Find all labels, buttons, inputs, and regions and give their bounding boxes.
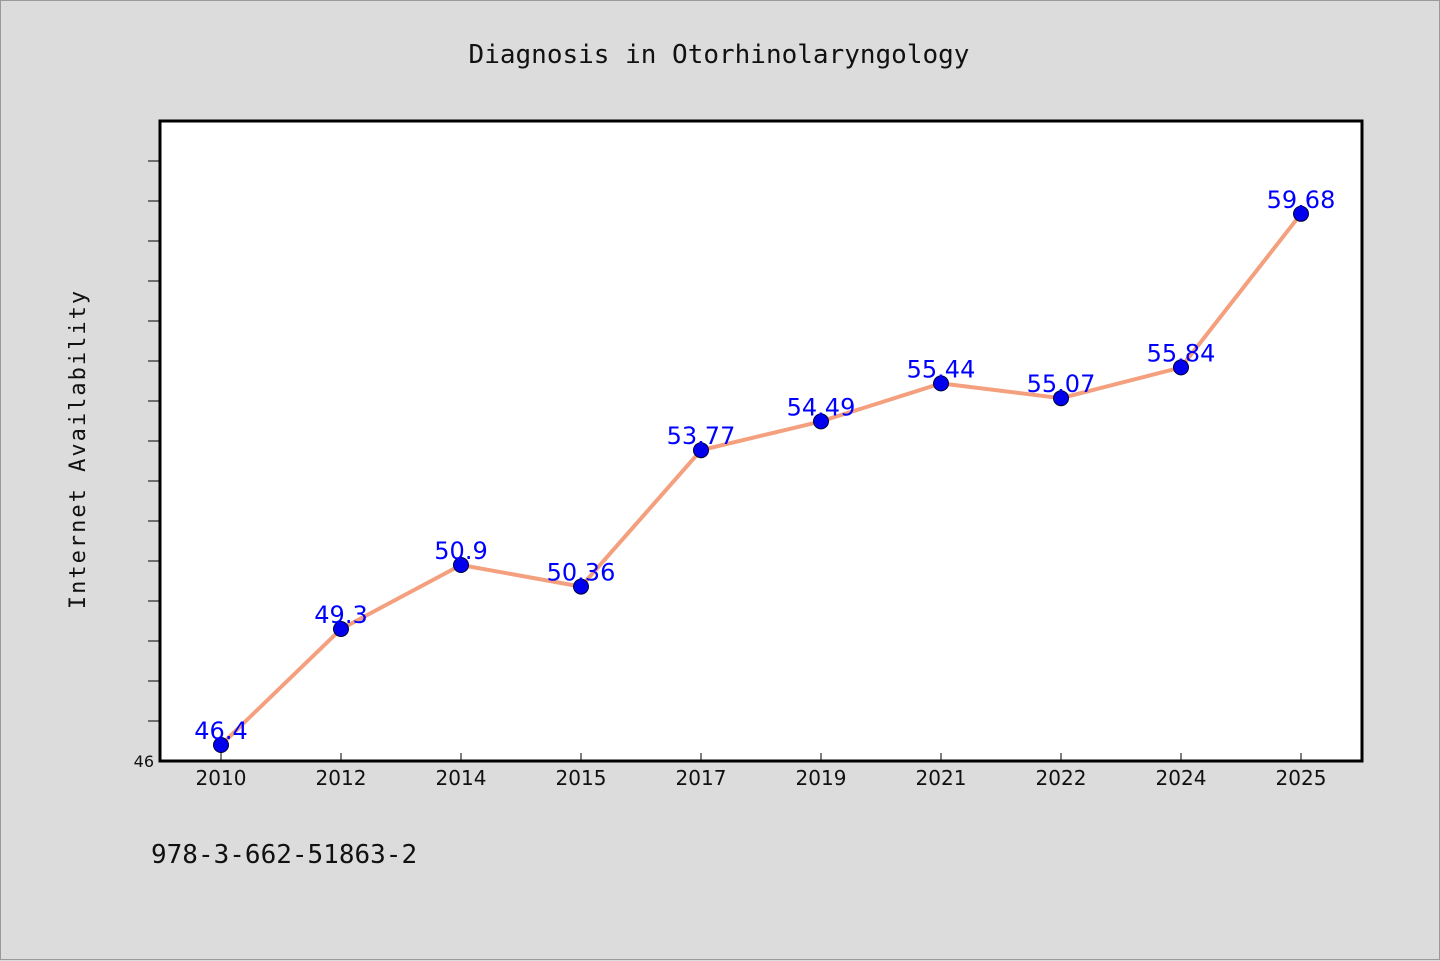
x-tick-label: 2010 bbox=[196, 766, 247, 790]
data-label: 46.4 bbox=[194, 717, 247, 745]
x-axis-ticks: 2010 2012 2014 2015 2017 2019 2021 2022 2024 2025 bbox=[196, 753, 1327, 790]
footer-isbn: 978-3-662-51863-2 bbox=[151, 840, 417, 870]
data-point bbox=[453, 557, 469, 573]
data-label: 53.77 bbox=[667, 422, 736, 450]
data-label: 54.49 bbox=[787, 393, 856, 421]
x-tick-label: 2017 bbox=[676, 766, 727, 790]
data-point bbox=[933, 375, 949, 392]
x-tick-label: 2025 bbox=[1276, 766, 1327, 790]
x-tick-label: 2022 bbox=[1036, 766, 1087, 790]
data-point bbox=[573, 578, 589, 595]
data-label: 50.9 bbox=[434, 537, 487, 565]
data-point bbox=[213, 737, 229, 753]
data-label: 55.44 bbox=[907, 355, 976, 383]
x-tick-label: 2024 bbox=[1156, 766, 1207, 790]
data-point bbox=[813, 413, 829, 430]
x-tick-label: 2012 bbox=[316, 766, 367, 790]
data-point bbox=[333, 621, 349, 637]
data-label: 49.3 bbox=[314, 601, 367, 629]
y-tick-label: 46 bbox=[134, 752, 154, 771]
x-tick-label: 2014 bbox=[436, 766, 487, 790]
x-tick-label: 2021 bbox=[916, 766, 967, 790]
y-axis-label: Internet Availability bbox=[66, 289, 91, 609]
data-point bbox=[1293, 205, 1309, 222]
data-labels: 46.4 49.3 50.9 50.36 53.77 54.49 55.44 55.07 55.… bbox=[194, 186, 1335, 745]
data-point bbox=[1053, 390, 1069, 407]
data-point bbox=[693, 442, 709, 459]
x-tick-label: 2019 bbox=[796, 766, 847, 790]
plot-area bbox=[158, 119, 1364, 763]
data-label: 55.84 bbox=[1147, 339, 1216, 367]
series-markers bbox=[213, 205, 1309, 753]
data-point bbox=[1173, 359, 1189, 376]
chart-title: Diagnosis in Otorhinolaryngology bbox=[469, 40, 970, 70]
x-tick-label: 2015 bbox=[556, 766, 607, 790]
y-axis-ticks: 46 bbox=[134, 160, 160, 771]
data-label: 50.36 bbox=[547, 559, 616, 587]
data-label: 55.07 bbox=[1027, 370, 1096, 398]
series-line-group bbox=[219, 212, 1303, 747]
data-label: 59.68 bbox=[1267, 186, 1336, 214]
series-line bbox=[219, 212, 1303, 747]
